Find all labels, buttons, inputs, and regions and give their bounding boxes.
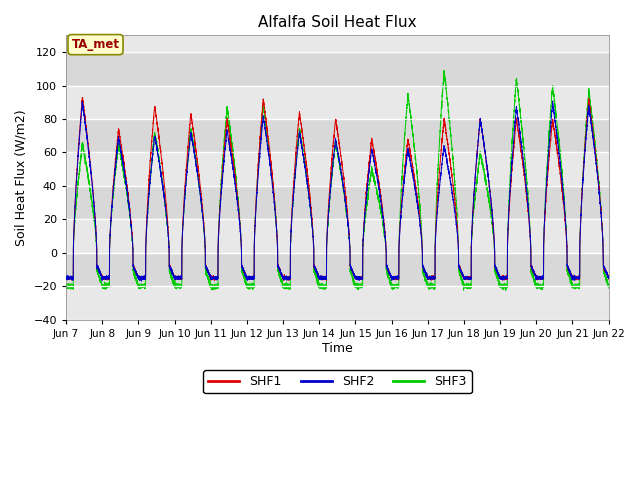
SHF1 (575, 276, 583, 282)
SHF2 (605, 275, 612, 281)
SHF3 (62, 284, 70, 289)
Bar (66, 85, 609, 119)
SHF3 (319, 285, 326, 290)
SHF3 (605, 285, 612, 291)
Bar (66, 52, 609, 85)
SHF2 (138, 278, 145, 284)
SHF1 (605, 276, 612, 282)
SHF3 (246, 284, 254, 289)
SHF2 (474, 140, 482, 145)
Bar (66, 253, 609, 286)
Line: SHF2: SHF2 (66, 101, 609, 281)
Bar (66, 286, 609, 320)
Y-axis label: Soil Heat Flux (W/m2): Soil Heat Flux (W/m2) (15, 109, 28, 246)
Line: SHF1: SHF1 (66, 97, 609, 280)
Bar (66, 219, 609, 253)
SHF1 (319, 273, 327, 279)
SHF3 (575, 286, 583, 291)
SHF2 (582, 136, 590, 142)
SHF1 (459, 271, 467, 277)
X-axis label: Time: Time (322, 342, 353, 355)
Bar (66, 119, 609, 153)
SHF1 (284, 277, 292, 283)
SHF2 (319, 274, 327, 280)
SHF3 (459, 281, 467, 287)
Line: SHF3: SHF3 (66, 71, 609, 290)
SHF2 (548, 98, 556, 104)
SHF1 (474, 139, 482, 144)
SHF2 (62, 275, 70, 281)
Title: Alfalfa Soil Heat Flux: Alfalfa Soil Heat Flux (258, 15, 417, 30)
SHF2 (459, 272, 467, 278)
SHF3 (440, 68, 448, 73)
SHF2 (575, 274, 583, 279)
SHF3 (582, 121, 590, 127)
SHF1 (582, 131, 590, 137)
Text: TA_met: TA_met (72, 38, 120, 51)
SHF3 (502, 288, 509, 293)
SHF1 (79, 95, 86, 100)
SHF3 (474, 168, 482, 173)
Legend: SHF1, SHF2, SHF3: SHF1, SHF2, SHF3 (203, 370, 472, 393)
Bar (66, 153, 609, 186)
SHF1 (62, 275, 70, 280)
Bar (66, 186, 609, 219)
SHF2 (246, 275, 254, 281)
SHF1 (246, 275, 254, 281)
